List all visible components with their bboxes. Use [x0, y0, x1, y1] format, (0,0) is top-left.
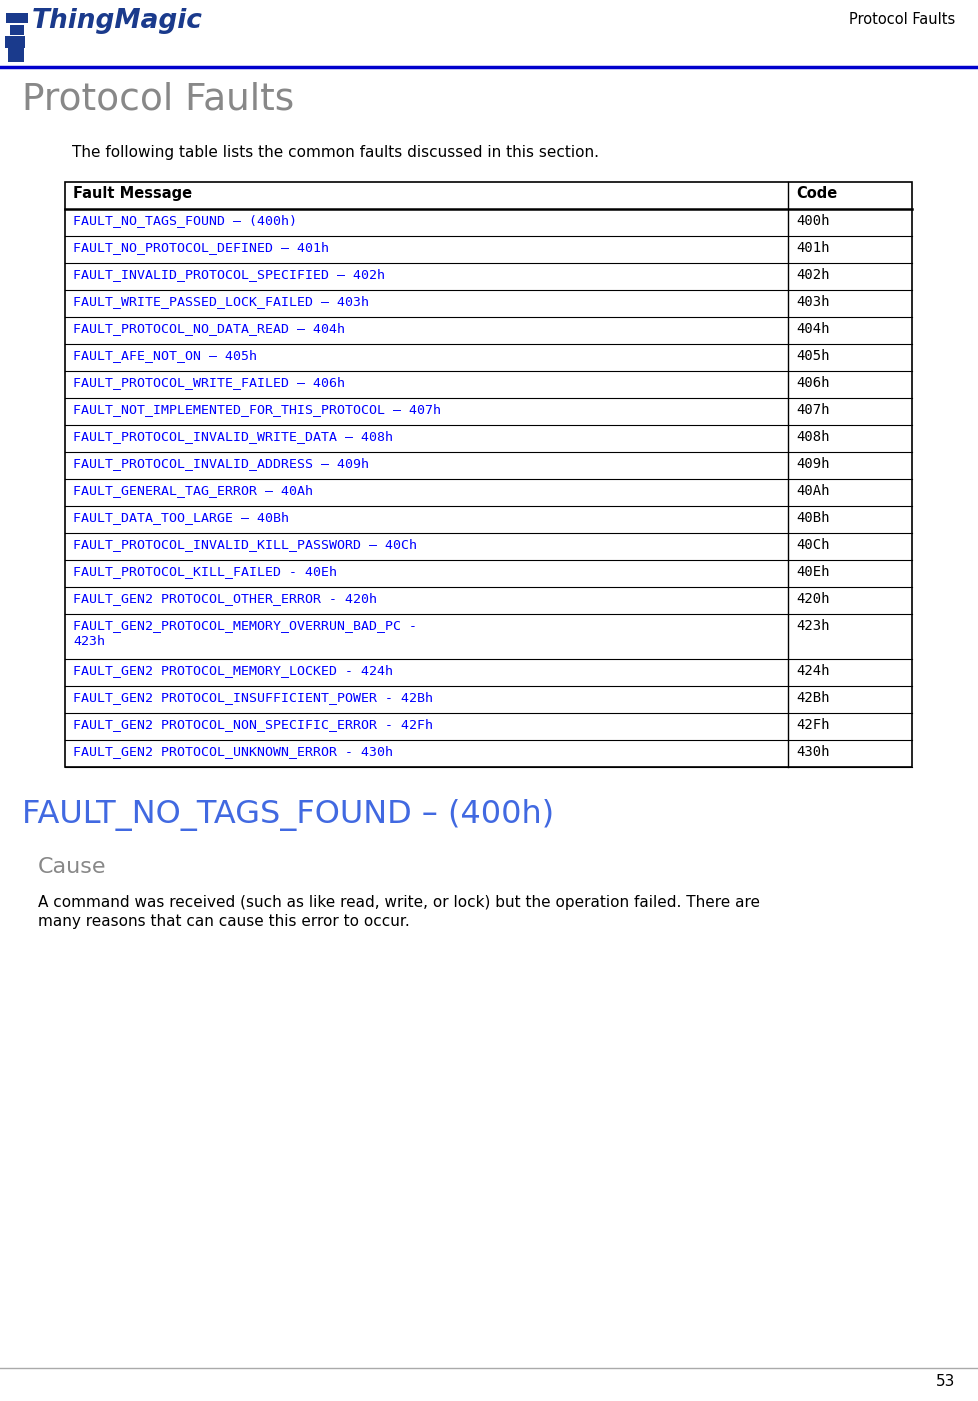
- Bar: [10, 25, 24, 35]
- Text: 40Eh: 40Eh: [795, 565, 828, 579]
- Bar: [8, 48, 24, 62]
- Text: Code: Code: [795, 186, 836, 200]
- Text: Protocol Faults: Protocol Faults: [22, 83, 294, 118]
- Text: 42Fh: 42Fh: [795, 717, 828, 731]
- Text: 40Ch: 40Ch: [795, 538, 828, 552]
- Text: FAULT_AFE_NOT_ON – 405h: FAULT_AFE_NOT_ON – 405h: [73, 349, 257, 361]
- Text: 400h: 400h: [795, 214, 828, 228]
- Text: 403h: 403h: [795, 296, 828, 310]
- Text: FAULT_PROTOCOL_INVALID_WRITE_DATA – 408h: FAULT_PROTOCOL_INVALID_WRITE_DATA – 408h: [73, 430, 392, 443]
- Text: FAULT_PROTOCOL_NO_DATA_READ – 404h: FAULT_PROTOCOL_NO_DATA_READ – 404h: [73, 322, 344, 335]
- Text: Protocol Faults: Protocol Faults: [848, 13, 954, 27]
- Text: FAULT_GEN2 PROTOCOL_INSUFFICIENT_POWER - 42Bh: FAULT_GEN2 PROTOCOL_INSUFFICIENT_POWER -…: [73, 691, 432, 703]
- Text: ThingMagic: ThingMagic: [32, 8, 202, 34]
- Text: 430h: 430h: [795, 745, 828, 759]
- Text: FAULT_NOT_IMPLEMENTED_FOR_THIS_PROTOCOL – 407h: FAULT_NOT_IMPLEMENTED_FOR_THIS_PROTOCOL …: [73, 403, 440, 416]
- Text: 424h: 424h: [795, 664, 828, 678]
- Text: 401h: 401h: [795, 241, 828, 255]
- Text: 423h: 423h: [73, 635, 105, 649]
- Text: 423h: 423h: [795, 619, 828, 633]
- Text: FAULT_PROTOCOL_WRITE_FAILED – 406h: FAULT_PROTOCOL_WRITE_FAILED – 406h: [73, 375, 344, 389]
- Text: FAULT_GEN2_PROTOCOL_MEMORY_OVERRUN_BAD_PC -: FAULT_GEN2_PROTOCOL_MEMORY_OVERRUN_BAD_P…: [73, 619, 417, 632]
- Text: FAULT_NO_TAGS_FOUND – (400h): FAULT_NO_TAGS_FOUND – (400h): [73, 214, 296, 227]
- Text: FAULT_GEN2 PROTOCOL_OTHER_ERROR - 420h: FAULT_GEN2 PROTOCOL_OTHER_ERROR - 420h: [73, 593, 377, 605]
- Text: 40Bh: 40Bh: [795, 511, 828, 525]
- Bar: [65, 182, 911, 766]
- Text: FAULT_INVALID_PROTOCOL_SPECIFIED – 402h: FAULT_INVALID_PROTOCOL_SPECIFIED – 402h: [73, 268, 384, 282]
- Text: 409h: 409h: [795, 457, 828, 471]
- Text: 405h: 405h: [795, 349, 828, 363]
- Text: FAULT_PROTOCOL_INVALID_KILL_PASSWORD – 40Ch: FAULT_PROTOCOL_INVALID_KILL_PASSWORD – 4…: [73, 538, 417, 551]
- Text: 42Bh: 42Bh: [795, 691, 828, 705]
- Text: FAULT_WRITE_PASSED_LOCK_FAILED – 403h: FAULT_WRITE_PASSED_LOCK_FAILED – 403h: [73, 296, 369, 308]
- Text: FAULT_PROTOCOL_INVALID_ADDRESS – 409h: FAULT_PROTOCOL_INVALID_ADDRESS – 409h: [73, 457, 369, 469]
- Text: A command was received (such as like read, write, or lock) but the operation fai: A command was received (such as like rea…: [38, 895, 759, 911]
- Text: FAULT_GEN2 PROTOCOL_MEMORY_LOCKED - 424h: FAULT_GEN2 PROTOCOL_MEMORY_LOCKED - 424h: [73, 664, 392, 677]
- Text: The following table lists the common faults discussed in this section.: The following table lists the common fau…: [72, 144, 599, 160]
- Text: Cause: Cause: [38, 857, 107, 877]
- Bar: [6, 13, 28, 22]
- Text: 420h: 420h: [795, 593, 828, 607]
- Text: many reasons that can cause this error to occur.: many reasons that can cause this error t…: [38, 913, 410, 929]
- Text: 406h: 406h: [795, 375, 828, 389]
- Text: 40Ah: 40Ah: [795, 483, 828, 497]
- Text: 402h: 402h: [795, 268, 828, 282]
- Text: 407h: 407h: [795, 403, 828, 417]
- Text: 53: 53: [935, 1374, 954, 1388]
- Text: FAULT_NO_TAGS_FOUND – (400h): FAULT_NO_TAGS_FOUND – (400h): [22, 799, 554, 831]
- Text: FAULT_DATA_TOO_LARGE – 40Bh: FAULT_DATA_TOO_LARGE – 40Bh: [73, 511, 289, 524]
- Text: Fault Message: Fault Message: [73, 186, 192, 200]
- Text: FAULT_GEN2 PROTOCOL_NON_SPECIFIC_ERROR - 42Fh: FAULT_GEN2 PROTOCOL_NON_SPECIFIC_ERROR -…: [73, 717, 432, 731]
- Bar: [5, 36, 25, 48]
- Text: FAULT_GENERAL_TAG_ERROR – 40Ah: FAULT_GENERAL_TAG_ERROR – 40Ah: [73, 483, 313, 497]
- Text: FAULT_NO_PROTOCOL_DEFINED – 401h: FAULT_NO_PROTOCOL_DEFINED – 401h: [73, 241, 329, 254]
- Text: FAULT_GEN2 PROTOCOL_UNKNOWN_ERROR - 430h: FAULT_GEN2 PROTOCOL_UNKNOWN_ERROR - 430h: [73, 745, 392, 758]
- Text: 404h: 404h: [795, 322, 828, 336]
- Text: 408h: 408h: [795, 430, 828, 444]
- Text: FAULT_PROTOCOL_KILL_FAILED - 40Eh: FAULT_PROTOCOL_KILL_FAILED - 40Eh: [73, 565, 336, 579]
